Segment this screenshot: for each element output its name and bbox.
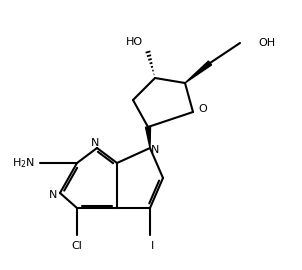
Text: OH: OH: [258, 38, 275, 48]
Text: N: N: [49, 190, 57, 200]
Polygon shape: [146, 127, 150, 148]
Text: Cl: Cl: [72, 241, 82, 251]
Text: N: N: [151, 145, 159, 155]
Polygon shape: [185, 61, 212, 83]
Text: N: N: [91, 138, 99, 148]
Text: I: I: [151, 241, 155, 251]
Text: H$_2$N: H$_2$N: [12, 156, 35, 170]
Text: O: O: [199, 104, 207, 114]
Text: HO: HO: [126, 37, 143, 47]
